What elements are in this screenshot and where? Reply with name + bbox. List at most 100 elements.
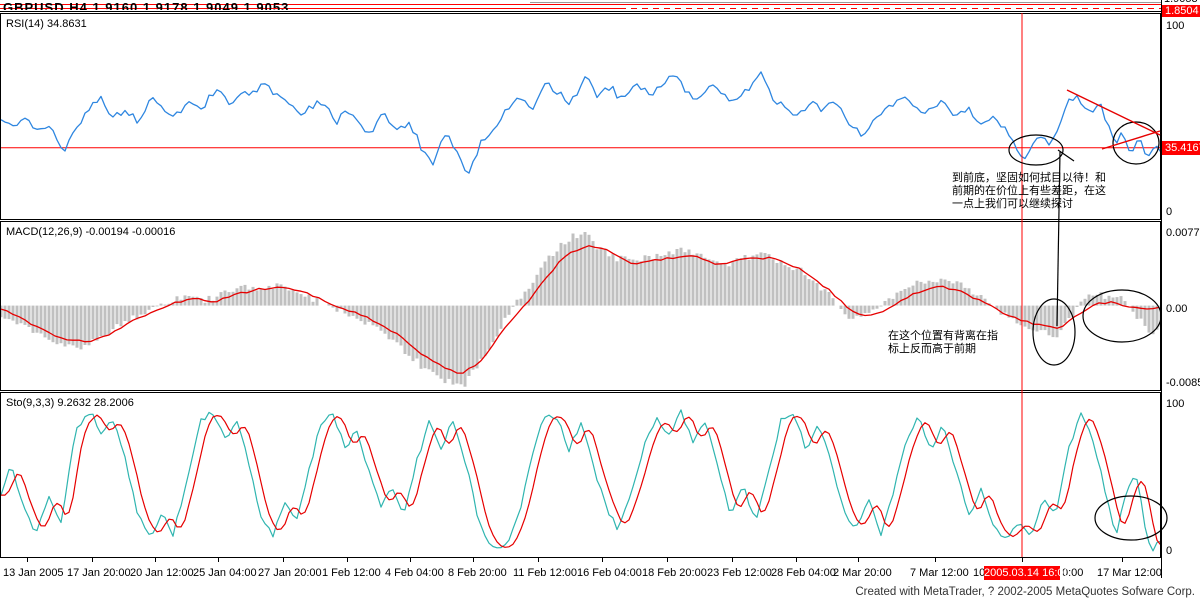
time-axis-tick bbox=[935, 558, 936, 562]
macd-histogram-bar bbox=[635, 260, 639, 306]
macd-histogram-bar bbox=[827, 292, 831, 306]
macd-histogram-bar bbox=[963, 287, 967, 306]
macd-histogram-bar bbox=[951, 283, 955, 306]
macd-histogram-bar bbox=[955, 281, 959, 306]
note-line: 前期的在价位上有些差距，在这 bbox=[952, 185, 1106, 197]
macd-histogram-bar bbox=[243, 284, 247, 306]
time-axis-label: 27 Jan 20:00 bbox=[258, 567, 322, 579]
macd-histogram-bar bbox=[507, 305, 511, 315]
time-axis[interactable]: 13 Jan 2005 17 Jan 20:00 20 Jan 12:00 25 Ja… bbox=[0, 565, 1200, 581]
macd-histogram-bar bbox=[1083, 298, 1087, 306]
macd-histogram-bar bbox=[755, 254, 759, 306]
macd-scale-zero: 0.00 bbox=[1166, 303, 1188, 315]
macd-histogram-bar bbox=[675, 249, 679, 306]
annotation-note-macd[interactable]: 在这个位置有背离在指 标上反而高于前期 bbox=[888, 330, 998, 356]
macd-histogram-bar bbox=[591, 241, 595, 306]
note-line: 一点上我们可以继续探讨 bbox=[952, 198, 1073, 210]
macd-histogram-bar bbox=[707, 259, 711, 306]
time-axis-label: 1 Feb 12:00 bbox=[322, 567, 381, 579]
macd-histogram-bar bbox=[1087, 294, 1091, 306]
macd-histogram-bar bbox=[875, 305, 879, 309]
macd-histogram-bar bbox=[623, 256, 627, 306]
macd-histogram-bar bbox=[67, 305, 71, 345]
crosshair-time-box: 2005.03.14 16:00 bbox=[984, 566, 1070, 580]
macd-histogram-bar bbox=[27, 305, 31, 327]
macd-histogram-bar bbox=[579, 234, 583, 306]
time-axis-label: 11 Feb 12:00 bbox=[513, 567, 578, 579]
macd-histogram-bar bbox=[311, 301, 315, 306]
macd-histogram-bar bbox=[259, 288, 263, 306]
macd-histogram-bar bbox=[355, 305, 359, 319]
chart-header-title: GBPUSD,H4 1.9160 1.9178 1.9049 1.9053 bbox=[3, 0, 290, 10]
macd-histogram-bar bbox=[19, 305, 23, 324]
sto-plot[interactable] bbox=[1, 393, 1160, 557]
note-line: 到前底，坚固如何拭目以待！和 bbox=[952, 172, 1106, 184]
macd-panel[interactable]: MACD(12,26,9) -0.00194 -0.00016 bbox=[0, 221, 1161, 391]
sto-indicator-label: Sto(9,3,3) 9.2632 28.2006 bbox=[6, 397, 134, 409]
macd-histogram-bar bbox=[999, 305, 1003, 315]
macd-histogram-bar bbox=[63, 305, 67, 347]
macd-histogram-bar bbox=[371, 305, 375, 326]
sto-scale-min: 0 bbox=[1166, 545, 1173, 557]
macd-histogram-bar bbox=[411, 305, 415, 362]
macd-histogram-bar bbox=[527, 288, 531, 306]
macd-histogram-bar bbox=[415, 305, 419, 359]
macd-histogram-bar bbox=[499, 305, 503, 329]
time-axis-label: 17 Jan 20:00 bbox=[67, 567, 131, 579]
sto-scale-max: 100 bbox=[1166, 398, 1185, 410]
sto-k-line bbox=[1, 409, 1160, 552]
macd-histogram-bar bbox=[327, 303, 331, 306]
macd-histogram-bar bbox=[747, 259, 751, 306]
macd-histogram-bar bbox=[367, 305, 371, 322]
annotation-note-rsi[interactable]: 到前底，坚固如何拭目以待！和 前期的在价位上有些差距，在这 一点上我们可以继续探… bbox=[952, 172, 1106, 211]
macd-histogram-bar bbox=[247, 289, 251, 306]
rsi-plot[interactable] bbox=[1, 14, 1160, 219]
macd-histogram-bar bbox=[1007, 305, 1011, 318]
macd-histogram-bar bbox=[3, 305, 7, 319]
macd-histogram-bar bbox=[539, 267, 543, 306]
macd-histogram-bar bbox=[547, 255, 551, 306]
strip-bottom-border bbox=[0, 11, 1161, 12]
macd-histogram-bar bbox=[143, 305, 147, 315]
macd-histogram-bar bbox=[83, 305, 87, 345]
time-axis-tick bbox=[155, 558, 156, 562]
rsi-panel[interactable]: RSI(14) 34.8631 bbox=[0, 13, 1161, 220]
macd-histogram-bar bbox=[1039, 305, 1043, 331]
macd-histogram-bar bbox=[315, 297, 319, 306]
macd-histogram-bar bbox=[1103, 298, 1107, 306]
time-axis-tick bbox=[667, 558, 668, 562]
macd-histogram-bar bbox=[147, 305, 151, 310]
macd-histogram-bar bbox=[967, 288, 971, 306]
macd-histogram-bar bbox=[823, 289, 827, 306]
macd-histogram-bar bbox=[611, 253, 615, 306]
macd-histogram-bar bbox=[855, 305, 859, 316]
macd-scale-max: 0.00776 bbox=[1166, 227, 1200, 239]
macd-histogram-bar bbox=[787, 267, 791, 306]
macd-histogram-bar bbox=[815, 283, 819, 306]
macd-histogram-bar bbox=[307, 294, 311, 306]
macd-histogram-bar bbox=[831, 298, 835, 306]
macd-histogram-bar bbox=[699, 253, 703, 306]
macd-histogram-bar bbox=[799, 267, 803, 306]
macd-histogram-bar bbox=[151, 305, 155, 307]
macd-histogram-bar bbox=[39, 305, 43, 334]
macd-histogram-bar bbox=[1027, 305, 1031, 330]
rsi-line bbox=[1, 71, 1160, 174]
macd-histogram-bar bbox=[239, 285, 243, 306]
time-axis-label: 7 Mar 12:00 bbox=[910, 567, 969, 579]
macd-histogram-bar bbox=[523, 291, 527, 306]
macd-histogram-bar bbox=[331, 305, 335, 308]
macd-histogram-bar bbox=[887, 298, 891, 306]
sto-panel[interactable]: Sto(9,3,3) 9.2632 28.2006 bbox=[0, 392, 1161, 558]
macd-histogram-bar bbox=[867, 305, 871, 313]
macd-histogram-bar bbox=[927, 280, 931, 306]
macd-histogram-bar bbox=[703, 257, 707, 306]
macd-plot[interactable] bbox=[1, 222, 1160, 390]
macd-histogram-bar bbox=[779, 260, 783, 306]
time-axis-tick bbox=[347, 558, 348, 562]
macd-histogram-bar bbox=[943, 279, 947, 306]
macd-histogram-bar bbox=[51, 305, 55, 343]
macd-histogram-bar bbox=[795, 268, 799, 306]
macd-histogram-bar bbox=[847, 305, 851, 319]
macd-histogram-bar bbox=[403, 305, 407, 354]
